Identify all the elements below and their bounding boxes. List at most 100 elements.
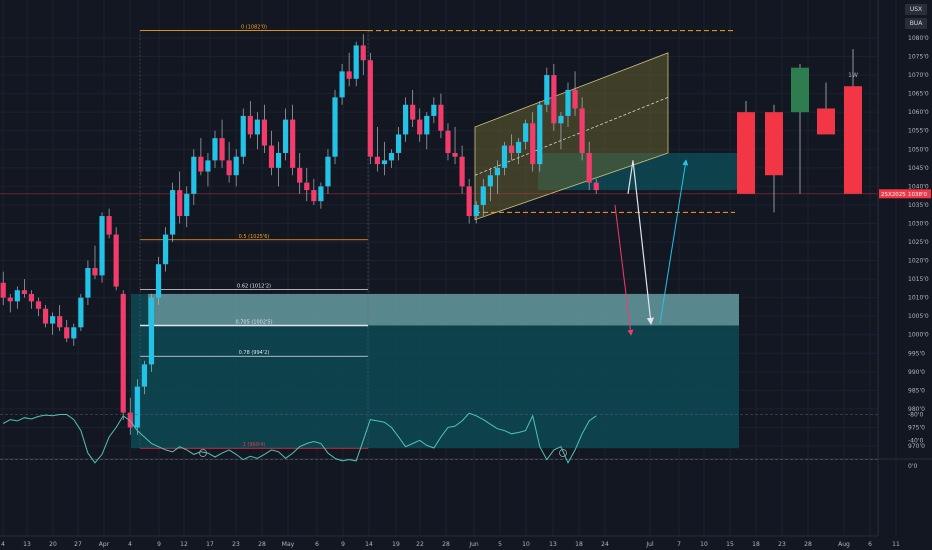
candle-body-59 [417,119,423,135]
candle-body-27 [191,156,197,194]
candle-body-40 [283,119,289,153]
price-tick-11: 1025'0 [908,239,929,246]
time-tick-3: 27 [74,541,82,548]
price-tick-14: 1040'0 [908,183,929,190]
candle-body-68 [480,186,486,205]
candle-body-48 [339,71,345,98]
price-tick-21: 1075'0 [908,54,929,61]
candle-body-7 [50,316,56,324]
price-tick-10: 1020'0 [908,258,929,265]
fib-label-3: 0.705 (1002'5) [235,319,272,325]
time-tick-25: 7 [677,541,681,548]
price-tick-0: 970'0 [908,443,925,450]
candle-body-24 [170,190,176,235]
time-tick-21: 13 [549,541,557,548]
candle-body-81 [572,89,578,109]
candle-body-32 [226,160,232,176]
candle-body-18 [127,412,133,428]
candle-body-63 [445,130,451,153]
candle-body-74 [523,123,529,142]
entry-zone [148,293,739,326]
rsi-line [2,412,597,464]
candle-body-3 [21,290,27,294]
candle-body-53 [374,156,380,165]
time-tick-15: 19 [392,541,400,548]
candle-body-73 [515,141,522,153]
candle-body-61 [431,104,437,116]
candle-body-0 [0,282,6,298]
candle-body-19 [134,386,140,428]
fib-label-2: 0.62 (1012'2) [237,283,271,289]
time-tick-0: 4 [1,541,5,548]
candle-body-75 [530,123,536,165]
weekly-body-4 [844,86,862,194]
price-tick-8: 1010'0 [908,295,929,302]
price-tick-6: 1000'0 [908,332,929,339]
candle-body-10 [71,327,77,339]
time-tick-12: 6 [315,541,319,548]
candle-body-26 [184,193,190,217]
candle-body-50 [353,45,359,79]
symbol-badge-bottom[interactable]: BUA [905,18,927,29]
time-tick-6: 9 [157,541,161,548]
candle-body-5 [35,301,42,309]
candle-body-57 [403,104,409,135]
rsi-tick-0: 0'0 [908,463,917,470]
candle-body-84 [593,182,599,191]
rising-channel [474,52,669,221]
candle-body-60 [424,115,430,135]
candle-body-13 [92,267,98,276]
price-tick-22: 1080'0 [908,35,929,42]
candle-body-8 [57,316,63,328]
weekly-body-2 [791,67,809,113]
time-tick-16: 22 [416,541,424,548]
candle-body-15 [106,216,112,235]
price-tick-12: 1030'0 [908,220,929,227]
candle-body-52 [367,60,373,157]
candle-body-64 [452,152,458,157]
price-tick-15: 1045'0 [908,165,929,172]
fib-label-0: 0 (1082'0) [241,25,267,31]
time-tick-20: 10 [522,541,530,548]
price-tick-9: 1015'0 [908,276,929,283]
candle-body-78 [551,75,557,124]
price-tick-1: 975'0 [908,424,925,431]
symbol-badge-top[interactable]: USX [905,4,927,15]
time-tick-5: 4 [128,541,132,548]
candle-body-46 [325,156,331,187]
time-tick-30: 28 [804,541,812,548]
bullish-arrow [659,159,689,324]
price-tick-7: 1005'0 [908,313,929,320]
time-tick-13: 9 [341,541,345,548]
candle-body-34 [240,115,246,157]
candle-body-4 [28,293,35,302]
candle-body-62 [438,104,444,131]
candle-body-55 [388,152,395,161]
candle-body-71 [501,145,508,168]
time-tick-23: 24 [601,541,609,548]
candle-body-17 [120,293,126,413]
candle-body-22 [155,264,162,298]
time-tick-19: 5 [498,541,502,548]
candle-body-76 [537,104,543,165]
candle-body-28 [198,156,204,172]
time-tick-31: Aug [838,541,850,548]
price-tick-20: 1070'0 [908,72,929,79]
price-tick-16: 1050'0 [908,146,929,153]
projection-arrow [627,160,654,326]
candle-body-83 [586,152,592,183]
candle-body-67 [473,204,479,217]
time-tick-7: 12 [180,541,188,548]
candle-body-38 [268,145,275,168]
fib-label-5: 1 (969'4) [243,442,266,448]
time-tick-2: 20 [49,541,57,548]
candle-body-1 [7,297,13,302]
price-tick-2: 980'0 [908,406,925,413]
candle-body-66 [466,186,472,217]
rsi-tick-2: -80'0 [908,412,923,419]
time-tick-26: 10 [700,541,708,548]
candle-body-44 [311,190,317,202]
candle-body-82 [579,108,585,153]
rsi-tick-1: -40'0 [908,437,923,444]
